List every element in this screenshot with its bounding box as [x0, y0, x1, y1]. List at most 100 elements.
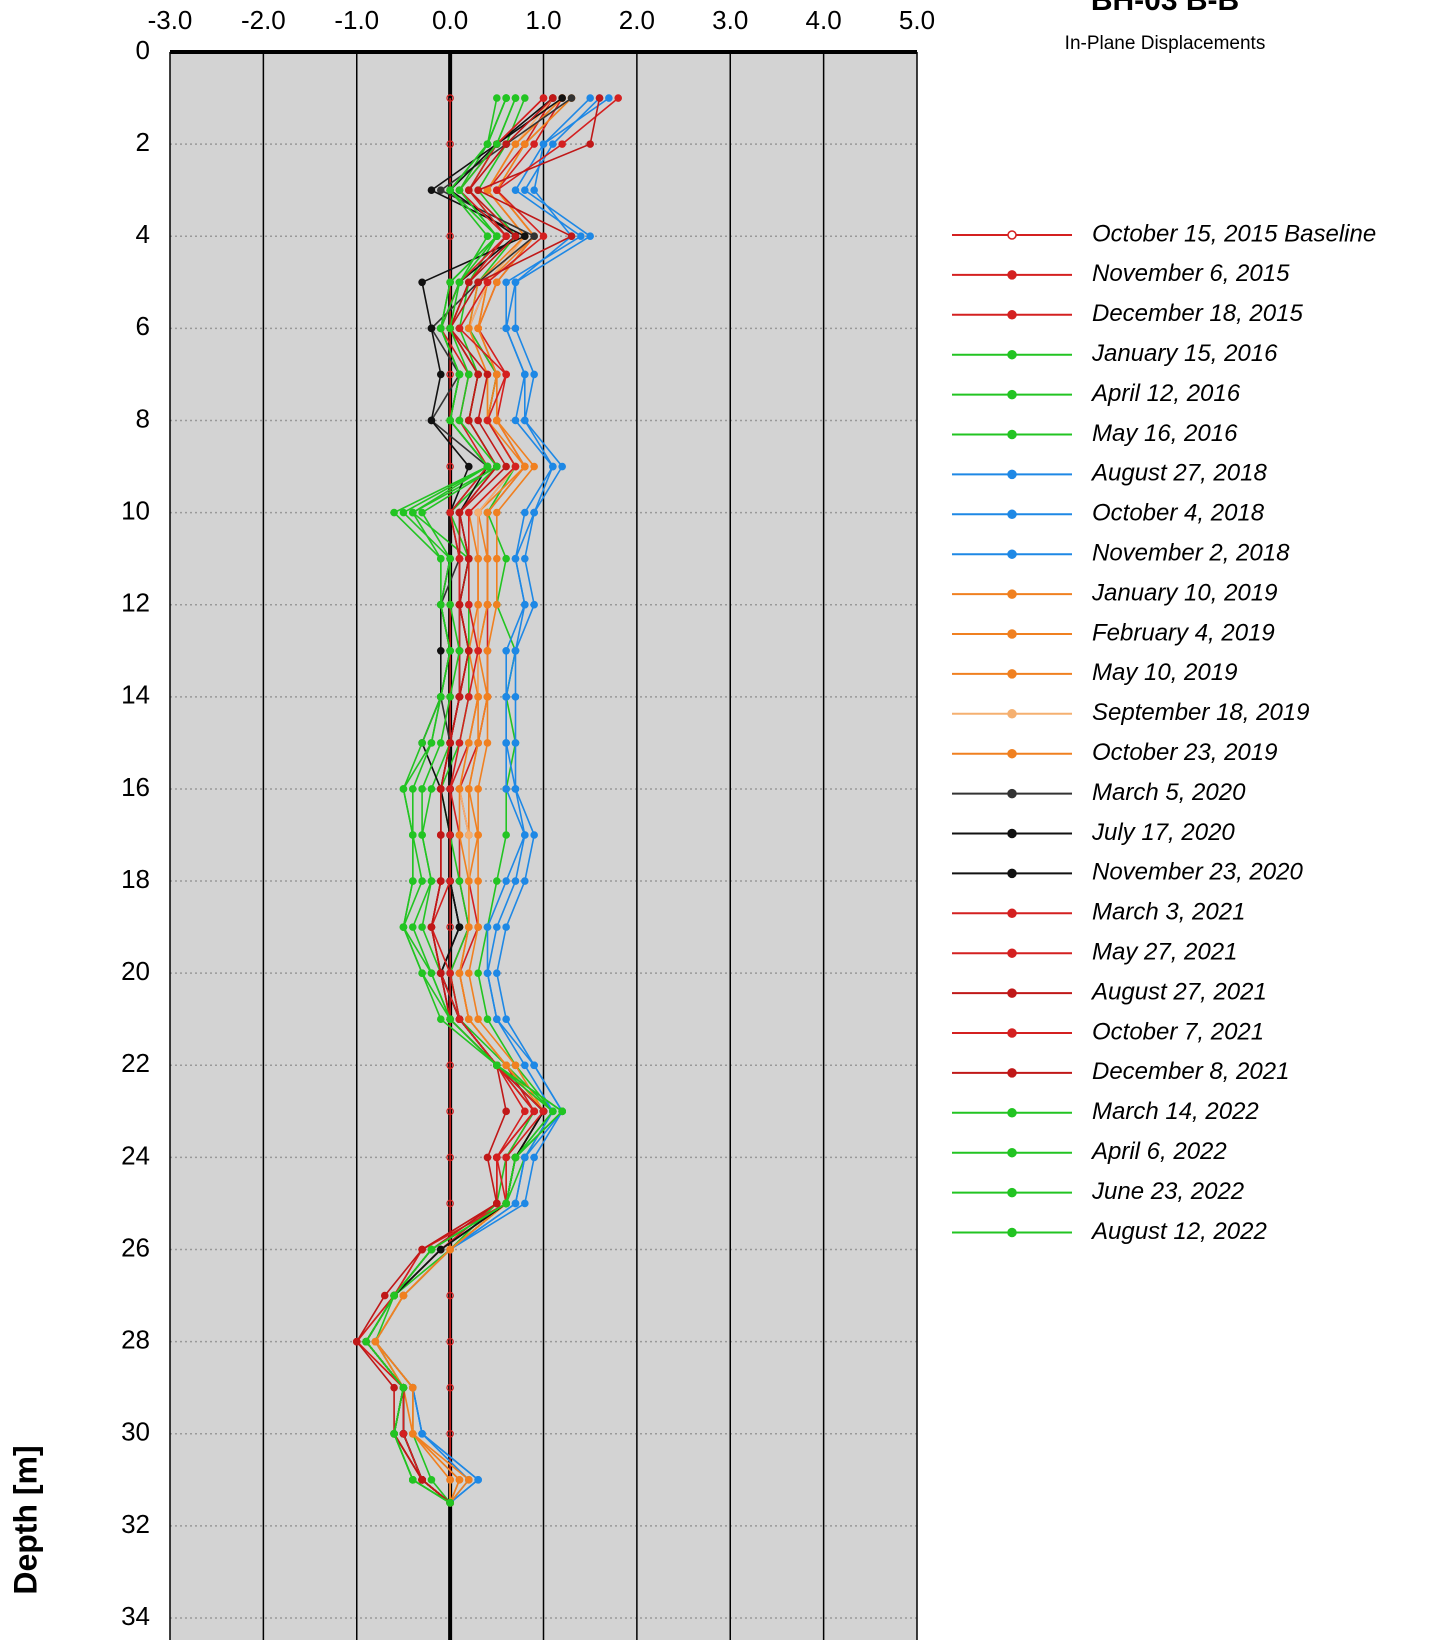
data-point: [493, 600, 501, 609]
legend-label: May 16, 2016: [1092, 420, 1238, 447]
data-point: [614, 94, 623, 102]
data-point: [446, 785, 454, 793]
data-point: [502, 462, 510, 471]
data-point: [446, 969, 454, 977]
data-point: [483, 1015, 492, 1024]
data-point: [446, 1499, 454, 1507]
legend-marker: [1007, 1227, 1017, 1238]
legend-marker: [1007, 549, 1017, 559]
data-point: [446, 94, 454, 102]
data-point: [502, 739, 510, 747]
data-point: [390, 1383, 398, 1392]
data-point: [418, 831, 426, 839]
data-point: [464, 186, 473, 194]
data-point: [371, 1337, 380, 1346]
data-point: [446, 1383, 454, 1392]
data-point: [493, 462, 501, 471]
legend-marker: [1007, 948, 1017, 958]
data-point: [521, 1061, 529, 1070]
y-tick-label: 32: [121, 1509, 150, 1539]
data-point: [483, 508, 492, 517]
legend-label: August 27, 2021: [1090, 978, 1267, 1005]
x-tick-label: 1.0: [525, 5, 561, 35]
legend-marker: [1007, 589, 1017, 599]
data-point: [418, 785, 426, 793]
data-point: [464, 693, 473, 701]
data-point: [558, 1107, 566, 1116]
legend-label: November 6, 2015: [1092, 260, 1290, 287]
data-point: [455, 1476, 464, 1484]
data-point: [521, 370, 529, 379]
data-point: [511, 462, 520, 471]
series: [362, 94, 566, 1507]
data-point: [483, 416, 492, 425]
data-point: [493, 1015, 501, 1024]
data-point: [408, 1476, 417, 1484]
data-point: [521, 877, 529, 885]
data-point: [446, 416, 454, 425]
data-point: [436, 370, 445, 379]
data-point: [502, 693, 510, 701]
data-point: [436, 693, 445, 701]
y-tick-label: 30: [121, 1417, 150, 1447]
data-point: [390, 1429, 398, 1438]
data-point: [446, 1291, 454, 1300]
data-point: [502, 1199, 510, 1208]
x-tick-label: 4.0: [806, 5, 842, 35]
data-point: [539, 232, 548, 241]
data-point: [502, 923, 510, 931]
legend-label: April 12, 2016: [1090, 380, 1241, 407]
legend-label: March 14, 2022: [1092, 1098, 1259, 1125]
data-point: [446, 278, 454, 287]
data-point: [464, 554, 473, 563]
data-point: [418, 969, 426, 977]
legend-marker: [1007, 349, 1017, 360]
y-tick-label: 4: [136, 219, 150, 249]
data-point: [436, 600, 445, 609]
legend-marker: [1007, 389, 1017, 400]
data-point: [493, 508, 501, 517]
y-tick-label: 10: [121, 495, 150, 525]
legend-marker: [1007, 230, 1017, 240]
data-point: [530, 1061, 538, 1070]
data-point: [483, 462, 492, 471]
data-point: [455, 186, 464, 194]
data-point: [474, 416, 482, 425]
legend-marker: [1007, 429, 1017, 440]
data-point: [483, 554, 492, 563]
data-point: [511, 1153, 520, 1162]
data-point: [427, 186, 436, 194]
data-point: [390, 508, 398, 517]
data-point: [511, 877, 520, 885]
series: [352, 94, 604, 1507]
data-point: [474, 785, 482, 793]
data-point: [521, 600, 529, 609]
data-point: [455, 923, 464, 931]
data-point: [399, 785, 408, 793]
data-point: [511, 186, 520, 194]
data-point: [436, 324, 445, 333]
data-point: [511, 785, 520, 793]
data-point: [474, 600, 482, 609]
x-tick-label: -1.0: [334, 5, 379, 35]
legend-label: August 27, 2018: [1090, 460, 1267, 487]
data-point: [455, 278, 464, 287]
y-tick-label: 6: [136, 311, 150, 341]
legend-label: May 27, 2021: [1092, 939, 1237, 966]
data-point: [464, 600, 473, 609]
legend-marker: [1007, 469, 1017, 480]
data-point: [427, 324, 436, 333]
data-point: [418, 739, 426, 747]
data-point: [446, 370, 454, 379]
x-tick-label: -3.0: [148, 5, 193, 35]
data-point: [521, 1107, 529, 1116]
data-point: [530, 831, 538, 839]
data-point: [511, 324, 520, 333]
data-point: [539, 140, 548, 148]
data-point: [474, 923, 482, 931]
data-point: [493, 554, 501, 563]
data-point: [436, 186, 445, 194]
legend-label: May 10, 2019: [1092, 659, 1237, 686]
legend-marker: [1007, 310, 1017, 320]
legend-label: February 4, 2019: [1092, 619, 1275, 646]
